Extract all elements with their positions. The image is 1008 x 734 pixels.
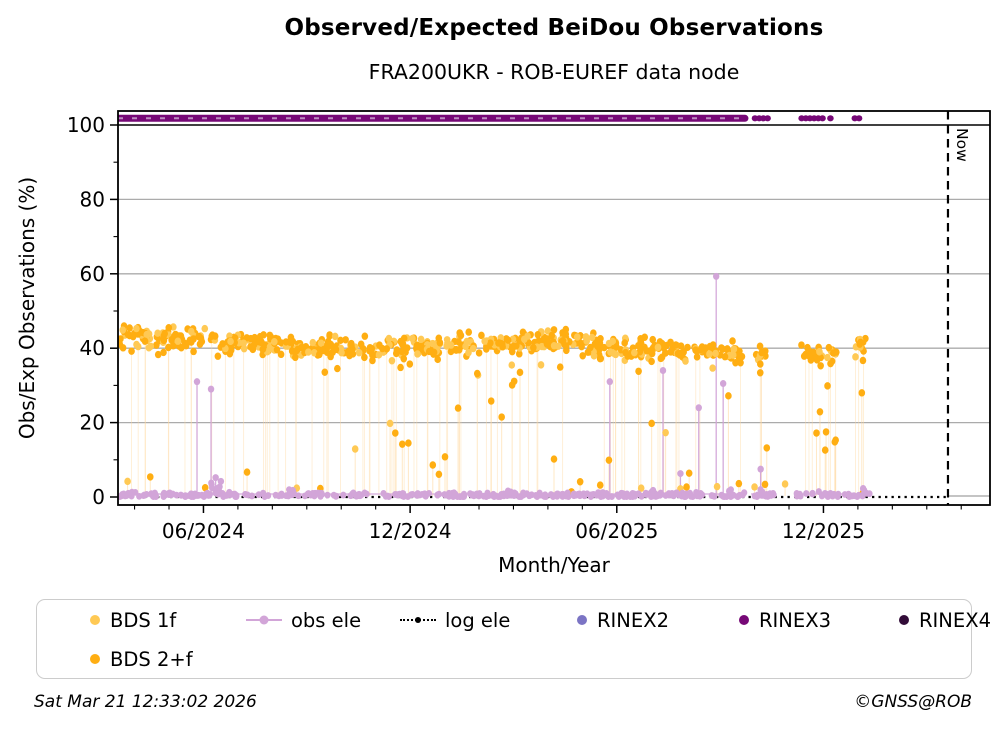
legend-item-rinex2: RINEX2: [576, 607, 669, 633]
now-line: Now: [946, 111, 971, 505]
timestamp-text: Sat Mar 21 12:33:02 2026: [34, 692, 257, 712]
legend-item-bds-2-f: BDS 2+f: [89, 646, 193, 672]
svg-text:12/2024: 12/2024: [369, 519, 452, 543]
tick-labels: 0 20 40 60 80 100 06/2024 12/2024 06/2025 12/2025: [67, 113, 865, 543]
svg-text:0: 0: [92, 485, 105, 509]
legend-label-rinex3: RINEX3: [759, 608, 831, 632]
svg-text:40: 40: [80, 336, 105, 360]
svg-text:100: 100: [67, 113, 105, 137]
stems: [118, 278, 870, 497]
gridlines: [118, 124, 990, 497]
legend-label-bds-1f: BDS 1f: [110, 608, 177, 632]
legend-box: BDS 1f obs ele log ele RINEX2 RINEX3 RINEX4 BD…: [36, 599, 991, 679]
legend-item-log-ele: log ele: [400, 607, 510, 633]
legend-label-rinex4: RINEX4: [919, 608, 991, 632]
axis-ticks: [110, 124, 962, 513]
legend-label-log-ele: log ele: [445, 608, 511, 632]
legend-item-bds-1f: BDS 1f: [89, 607, 176, 633]
legend-item-rinex3: RINEX3: [738, 607, 831, 633]
legend-dot-icon: [89, 652, 101, 666]
chart-title: Observed/Expected BeiDou Observations: [284, 15, 824, 41]
svg-text:06/2024: 06/2024: [162, 519, 245, 543]
legend-dotted-line-icon: [400, 613, 436, 627]
legend-label-obs-ele: obs ele: [291, 608, 362, 632]
svg-text:06/2025: 06/2025: [575, 519, 658, 543]
svg-text:60: 60: [80, 262, 105, 286]
legend-dot-icon: [89, 613, 101, 627]
plot-frame: [117, 110, 991, 506]
legend-dot-icon: [576, 613, 588, 627]
legend-dot-icon: [898, 613, 910, 627]
legend-item-obs-ele: obs ele: [246, 607, 361, 633]
legend-dot-icon: [738, 613, 750, 627]
svg-text:12/2025: 12/2025: [782, 519, 865, 543]
chart-subtitle: FRA200UKR - ROB-EUREF data node: [368, 60, 740, 84]
legend-label-rinex2: RINEX2: [597, 608, 669, 632]
now-label: Now: [953, 128, 971, 162]
copyright-text: ©GNSS@ROB: [854, 692, 972, 712]
legend-item-rinex4: RINEX4: [898, 607, 991, 633]
legend-line-dot-icon: [246, 613, 282, 627]
data-points: [118, 272, 873, 501]
svg-text:80: 80: [80, 187, 105, 211]
x-axis-label: Month/Year: [498, 553, 611, 577]
axis-labels: Month/Year Obs/Exp Observations (%): [15, 177, 611, 577]
legend-label-bds-2-f: BDS 2+f: [110, 647, 193, 671]
svg-text:20: 20: [80, 411, 105, 435]
y-axis-label: Obs/Exp Observations (%): [15, 177, 39, 439]
rinex3-band: [118, 114, 863, 122]
